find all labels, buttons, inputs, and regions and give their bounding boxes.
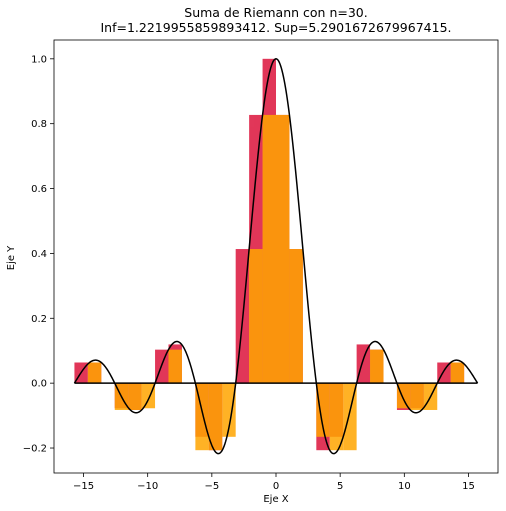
x-tick-label: 15 — [462, 481, 475, 492]
bar-inf — [208, 383, 223, 451]
x-tick-label: −10 — [137, 481, 158, 492]
bar-inf — [316, 383, 330, 437]
plot-area — [73, 58, 479, 455]
y-tick-label: 0.2 — [31, 314, 47, 325]
x-tick-label: 10 — [398, 481, 411, 492]
bar-inf — [168, 349, 182, 384]
axes: −15 −10 −5 0 5 10 15 −0.2 0.0 0.2 0.4 0.6 0.8 1.0 — [23, 39, 499, 492]
y-tick-label: 0.8 — [31, 119, 47, 130]
bar-inf — [128, 383, 142, 410]
bar-sup — [356, 344, 371, 384]
x-tick-label: −15 — [73, 481, 94, 492]
y-axis-label: Eje Y — [6, 245, 17, 270]
bar-inf — [289, 249, 303, 384]
bar-inf — [222, 383, 236, 437]
bar-inf — [262, 114, 276, 384]
x-axis-label: Eje X — [263, 494, 288, 505]
y-tick-label: 0.6 — [31, 184, 47, 195]
x-tick-label: 0 — [273, 481, 279, 492]
bar-inf — [249, 249, 263, 384]
y-tick-label: 0.4 — [31, 249, 47, 260]
bar-inf — [410, 383, 424, 410]
bar-inf — [87, 362, 102, 384]
y-tick-label: 1.0 — [31, 54, 47, 65]
chart-subtitle: Inf=1.2219955859893412. Sup=5.2901672679… — [100, 20, 451, 35]
function-curve — [73, 58, 479, 455]
bar-inf — [276, 114, 290, 384]
x-tick-label: −5 — [204, 481, 219, 492]
bar-inf — [396, 383, 411, 409]
bar-inf — [329, 383, 344, 451]
bar-inf — [450, 362, 465, 384]
y-tick-label: 0.0 — [31, 379, 47, 390]
bar-inf — [370, 349, 384, 384]
y-tick-label: −0.2 — [23, 444, 47, 455]
x-tick-label: 5 — [337, 481, 343, 492]
chart-title: Suma de Riemann con n=30. — [184, 5, 367, 20]
bar-inf — [141, 383, 156, 409]
